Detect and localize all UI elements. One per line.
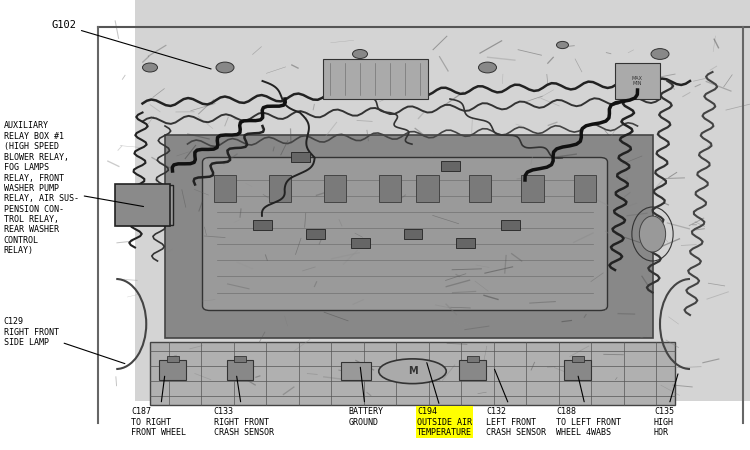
Bar — [501, 220, 520, 230]
Text: C135
HIGH
HOR: C135 HIGH HOR — [654, 374, 678, 437]
Circle shape — [556, 41, 568, 49]
Circle shape — [352, 50, 368, 58]
Bar — [469, 176, 491, 202]
Bar — [0, 0, 135, 450]
Ellipse shape — [639, 216, 666, 252]
Bar — [166, 356, 178, 362]
Bar — [572, 356, 584, 362]
Bar — [0, 400, 750, 450]
Bar — [379, 176, 401, 202]
Ellipse shape — [379, 359, 446, 383]
Bar — [226, 360, 254, 380]
Circle shape — [651, 49, 669, 59]
Bar — [456, 238, 475, 248]
Bar — [459, 360, 486, 380]
Bar — [564, 360, 591, 380]
Bar — [254, 220, 272, 230]
Text: C194
OUTSIDE AIR
TEMPERATURE: C194 OUTSIDE AIR TEMPERATURE — [417, 363, 472, 437]
Bar — [416, 176, 439, 202]
Text: C187
TO RIGHT
FRONT WHEEL: C187 TO RIGHT FRONT WHEEL — [131, 376, 186, 437]
Text: C188
TO LEFT FRONT
WHEEL 4WABS: C188 TO LEFT FRONT WHEEL 4WABS — [556, 376, 622, 437]
Bar — [165, 135, 652, 338]
FancyBboxPatch shape — [115, 184, 170, 226]
Bar — [574, 176, 596, 202]
Bar — [615, 63, 660, 99]
Text: M: M — [408, 366, 417, 376]
Text: C133
RIGHT FRONT
CRASH SENSOR: C133 RIGHT FRONT CRASH SENSOR — [214, 376, 274, 437]
Circle shape — [478, 62, 496, 73]
Bar — [322, 58, 428, 99]
Text: C129
RIGHT FRONT
SIDE LAMP: C129 RIGHT FRONT SIDE LAMP — [4, 317, 124, 364]
Circle shape — [142, 63, 158, 72]
Text: C132
LEFT FRONT
CRASH SENSOR: C132 LEFT FRONT CRASH SENSOR — [486, 369, 546, 437]
Text: G102: G102 — [51, 20, 211, 69]
Bar — [306, 229, 325, 238]
Circle shape — [216, 62, 234, 73]
Bar — [268, 176, 291, 202]
Bar — [324, 176, 346, 202]
Text: MAX
MIN: MAX MIN — [632, 76, 643, 86]
Bar — [98, 0, 750, 423]
Text: AUXILIARY
RELAY BOX #1
(HIGH SPEED
BLOWER RELAY,
FOG LAMPS
RELAY, FRONT
WASHER P: AUXILIARY RELAY BOX #1 (HIGH SPEED BLOWE… — [4, 122, 143, 255]
Bar — [466, 356, 478, 362]
Bar — [159, 360, 186, 380]
Bar — [341, 362, 371, 380]
Bar — [234, 356, 246, 362]
Bar — [351, 238, 370, 248]
Bar — [291, 152, 310, 162]
Bar — [404, 229, 422, 238]
Bar — [521, 176, 544, 202]
Bar — [214, 176, 236, 202]
FancyBboxPatch shape — [202, 158, 608, 310]
Text: BATTERY
GROUND: BATTERY GROUND — [349, 367, 384, 427]
Bar — [150, 342, 675, 405]
Bar — [116, 184, 172, 225]
Bar — [441, 161, 460, 171]
